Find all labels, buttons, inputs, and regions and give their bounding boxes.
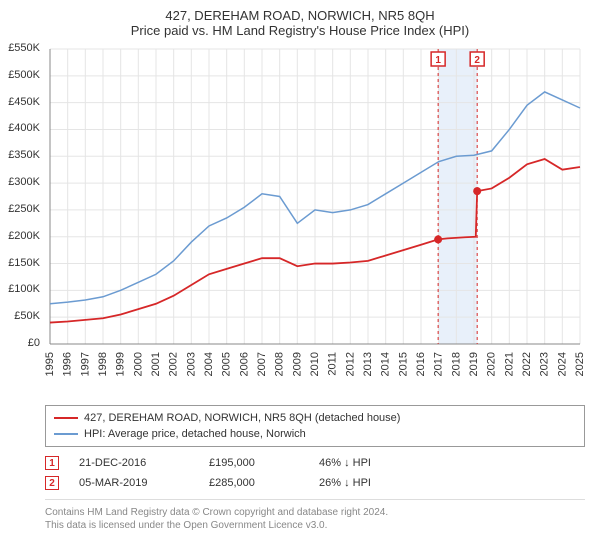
x-tick-label: 2019 xyxy=(468,352,480,376)
x-tick-label: 2004 xyxy=(203,352,215,376)
sale-price: £195,000 xyxy=(209,457,299,469)
y-tick-label: £250K xyxy=(0,203,40,215)
title-line-1: 427, DEREHAM ROAD, NORWICH, NR5 8QH xyxy=(0,8,600,23)
sale-dot xyxy=(434,235,442,243)
x-tick-label: 2013 xyxy=(362,352,374,376)
legend-swatch xyxy=(54,417,78,419)
y-tick-label: £350K xyxy=(0,149,40,161)
title-line-2: Price paid vs. HM Land Registry's House … xyxy=(0,23,600,38)
y-tick-label: £200K xyxy=(0,230,40,242)
y-tick-label: £0 xyxy=(0,337,40,349)
x-tick-label: 2002 xyxy=(168,352,180,376)
x-tick-label: 2007 xyxy=(256,352,268,376)
legend-swatch xyxy=(54,433,78,435)
sale-price: £285,000 xyxy=(209,477,299,489)
sale-marker-number: 2 xyxy=(474,55,480,66)
legend-row: HPI: Average price, detached house, Norw… xyxy=(54,426,576,442)
x-tick-label: 2024 xyxy=(556,352,568,376)
sales-row: 1 21-DEC-2016 £195,000 46% ↓ HPI xyxy=(45,453,585,473)
x-tick-label: 2023 xyxy=(539,352,551,376)
y-tick-label: £500K xyxy=(0,69,40,81)
x-tick-label: 2009 xyxy=(291,352,303,376)
sales-table: 1 21-DEC-2016 £195,000 46% ↓ HPI 2 05-MAR-201… xyxy=(45,453,585,493)
x-tick-label: 2012 xyxy=(344,352,356,376)
x-tick-label: 1998 xyxy=(97,352,109,376)
x-tick-label: 1995 xyxy=(45,352,56,376)
sale-delta: 46% ↓ HPI xyxy=(319,457,414,469)
y-tick-label: £300K xyxy=(0,176,40,188)
x-tick-label: 1999 xyxy=(115,352,127,376)
legend-row: 427, DEREHAM ROAD, NORWICH, NR5 8QH (det… xyxy=(54,410,576,426)
x-tick-label: 2014 xyxy=(380,352,392,376)
x-tick-label: 2005 xyxy=(221,352,233,376)
x-tick-label: 2020 xyxy=(486,352,498,376)
sale-marker-icon: 2 xyxy=(45,476,59,490)
x-tick-label: 2010 xyxy=(309,352,321,376)
legend: 427, DEREHAM ROAD, NORWICH, NR5 8QH (det… xyxy=(45,405,585,447)
y-tick-label: £550K xyxy=(0,42,40,54)
sale-marker-icon: 1 xyxy=(45,456,59,470)
x-tick-label: 2016 xyxy=(415,352,427,376)
x-tick-label: 2008 xyxy=(274,352,286,376)
footnote: Contains HM Land Registry data © Crown c… xyxy=(45,499,585,532)
line-chart: 1995 1996 1997 1998 1999 2000 2001 2002 2003 2004… xyxy=(45,44,600,399)
x-tick-label: 2003 xyxy=(185,352,197,376)
highlight-band xyxy=(439,49,478,344)
sale-delta: 26% ↓ HPI xyxy=(319,477,414,489)
sale-date: 21-DEC-2016 xyxy=(79,457,189,469)
x-tick-label: 2022 xyxy=(521,352,533,376)
sale-marker-number: 1 xyxy=(435,55,441,66)
legend-label: HPI: Average price, detached house, Norw… xyxy=(84,426,306,442)
y-tick-label: £150K xyxy=(0,257,40,269)
x-tick-label: 1996 xyxy=(62,352,74,376)
x-tick-label: 2015 xyxy=(397,352,409,376)
x-tick-label: 2025 xyxy=(574,352,586,376)
footnote-line-1: Contains HM Land Registry data © Crown c… xyxy=(45,506,585,519)
x-tick-label: 2006 xyxy=(238,352,250,376)
y-tick-label: £50K xyxy=(0,310,40,322)
x-tick-label: 1997 xyxy=(79,352,91,376)
footnote-line-2: This data is licensed under the Open Gov… xyxy=(45,519,585,532)
sale-date: 05-MAR-2019 xyxy=(79,477,189,489)
legend-label: 427, DEREHAM ROAD, NORWICH, NR5 8QH (det… xyxy=(84,410,400,426)
x-tick-label: 2018 xyxy=(450,352,462,376)
x-tick-label: 2000 xyxy=(132,352,144,376)
x-tick-label: 2011 xyxy=(327,352,339,376)
x-tick-label: 2021 xyxy=(503,352,515,376)
x-tick-label: 2017 xyxy=(433,352,445,376)
y-tick-label: £100K xyxy=(0,283,40,295)
chart-container: 427, DEREHAM ROAD, NORWICH, NR5 8QH Pric… xyxy=(0,0,600,560)
chart-area: 1995 1996 1997 1998 1999 2000 2001 2002 2003 2004… xyxy=(45,44,600,399)
x-tick-label: 2001 xyxy=(150,352,162,376)
y-tick-label: £400K xyxy=(0,122,40,134)
sales-row: 2 05-MAR-2019 £285,000 26% ↓ HPI xyxy=(45,473,585,493)
y-tick-label: £450K xyxy=(0,96,40,108)
sale-dot xyxy=(473,187,481,195)
